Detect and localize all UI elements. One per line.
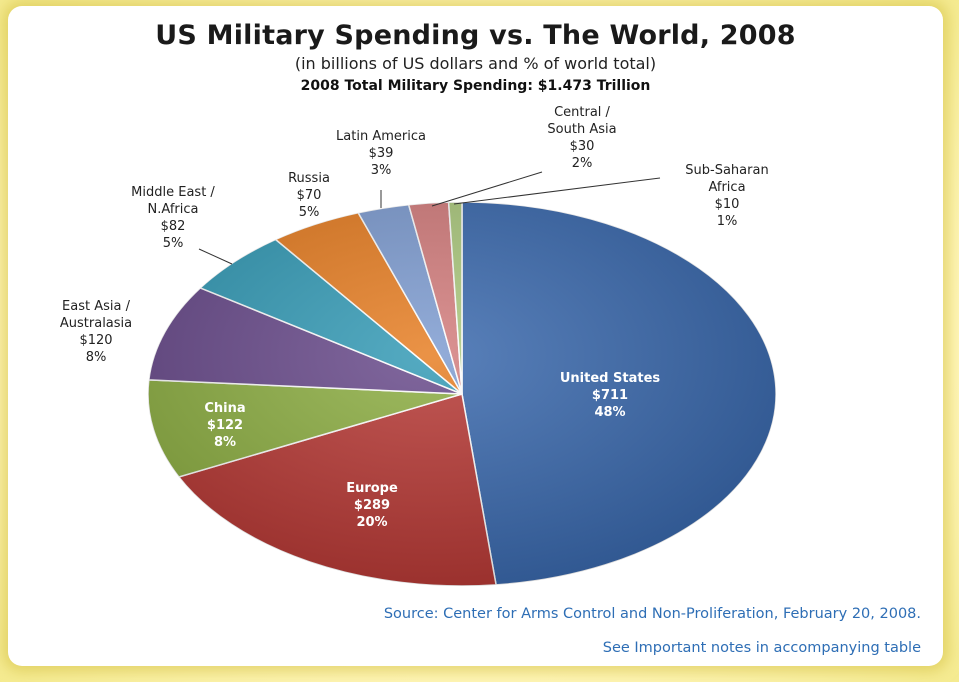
data-label-russia: Russia $70 5% bbox=[288, 171, 330, 220]
chart-subtitle: (in billions of US dollars and % of worl… bbox=[294, 54, 657, 73]
label-text-russia-1: $70 bbox=[297, 188, 322, 203]
label-text-east-asia-australasia-3: 8% bbox=[86, 350, 107, 365]
data-label-middle-east-n-africa: Middle East / N.Africa $82 5% bbox=[131, 185, 215, 251]
label-text-central-south-asia-1: South Asia bbox=[547, 122, 616, 137]
leader-line-sub-saharan-africa bbox=[453, 177, 661, 205]
data-label-europe: Europe $289 20% bbox=[346, 481, 398, 530]
source-note: Source: Center for Arms Control and Non-… bbox=[383, 606, 921, 622]
data-label-central-south-asia: Central / South Asia $30 2% bbox=[547, 105, 616, 171]
data-label-china: China $122 8% bbox=[204, 401, 245, 450]
label-text-latin-america-0: Latin America bbox=[336, 129, 426, 144]
label-text-middle-east-n-africa-1: N.Africa bbox=[148, 202, 199, 217]
label-text-sub-saharan-africa-0: Sub-Saharan bbox=[685, 163, 768, 178]
label-text-china-2: 8% bbox=[214, 435, 236, 450]
label-text-east-asia-australasia-2: $120 bbox=[79, 333, 112, 348]
label-text-russia-2: 5% bbox=[299, 205, 320, 220]
data-label-east-asia-australasia: East Asia / Australasia $120 8% bbox=[60, 299, 132, 365]
label-text-europe-2: 20% bbox=[356, 515, 387, 530]
label-text-middle-east-n-africa-3: 5% bbox=[163, 236, 184, 251]
label-text-east-asia-australasia-1: Australasia bbox=[60, 316, 132, 331]
label-text-china-1: $122 bbox=[207, 418, 243, 433]
data-label-latin-america: Latin America $39 3% bbox=[336, 129, 426, 178]
label-text-europe-1: $289 bbox=[354, 498, 390, 513]
total-spending: 2008 Total Military Spending: $1.473 Tri… bbox=[300, 78, 651, 94]
label-text-china-0: China bbox=[204, 401, 245, 416]
data-label-united-states: United States $711 48% bbox=[560, 371, 661, 420]
label-text-central-south-asia-2: $30 bbox=[570, 139, 595, 154]
leader-line-middle-east-n-africa bbox=[198, 248, 233, 265]
label-text-united-states-1: $711 bbox=[592, 388, 628, 403]
label-text-central-south-asia-3: 2% bbox=[572, 156, 593, 171]
leader-line-central-south-asia bbox=[431, 171, 543, 207]
data-label-sub-saharan-africa: Sub-Saharan Africa $10 1% bbox=[685, 163, 768, 229]
label-text-russia-0: Russia bbox=[288, 171, 330, 186]
label-text-sub-saharan-africa-1: Africa bbox=[708, 180, 745, 195]
label-text-sub-saharan-africa-2: $10 bbox=[715, 197, 740, 212]
label-text-middle-east-n-africa-2: $82 bbox=[161, 219, 186, 234]
label-text-united-states-2: 48% bbox=[594, 405, 625, 420]
notes-link: See Important notes in accompanying tabl… bbox=[602, 640, 921, 656]
label-text-united-states-0: United States bbox=[560, 371, 661, 386]
label-text-middle-east-n-africa-0: Middle East / bbox=[131, 185, 215, 200]
label-text-europe-0: Europe bbox=[346, 481, 398, 496]
label-text-sub-saharan-africa-3: 1% bbox=[717, 214, 738, 229]
label-text-east-asia-australasia-0: East Asia / bbox=[62, 299, 131, 314]
chart-title: US Military Spending vs. The World, 2008 bbox=[155, 20, 796, 51]
label-text-central-south-asia-0: Central / bbox=[554, 105, 610, 120]
label-text-latin-america-2: 3% bbox=[371, 163, 392, 178]
label-text-latin-america-1: $39 bbox=[369, 146, 394, 161]
